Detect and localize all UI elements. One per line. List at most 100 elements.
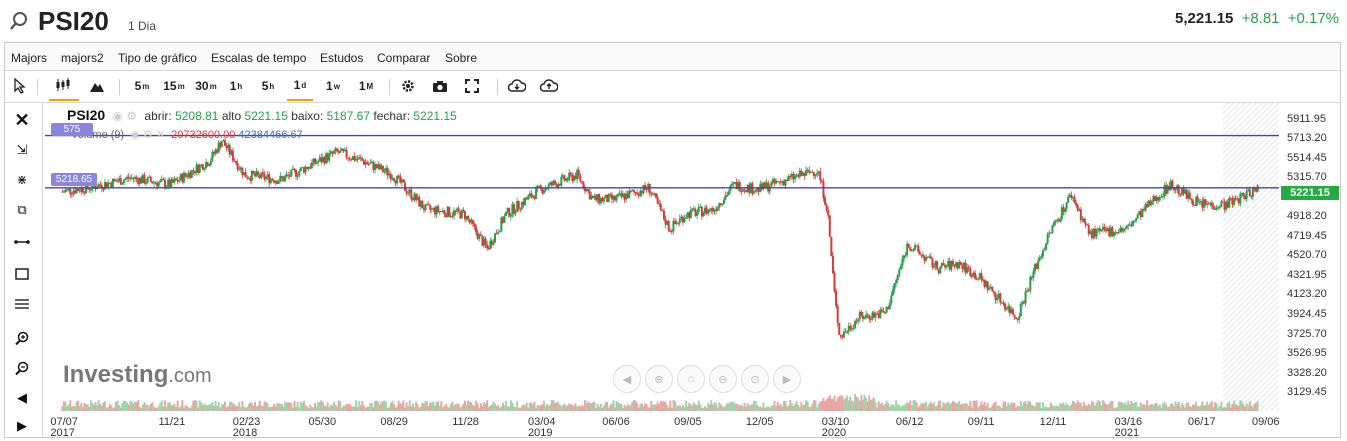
zoom-out-icon[interactable] — [9, 357, 35, 379]
candle-body — [942, 263, 945, 266]
volume-bar — [110, 405, 113, 411]
candle-body — [130, 177, 133, 179]
candle-body — [962, 262, 965, 270]
candle-body — [623, 193, 626, 200]
nav-zoom-fit-icon[interactable]: ⊙ — [741, 365, 769, 393]
line-tool-icon[interactable] — [9, 231, 35, 253]
volume-bar — [1253, 403, 1256, 411]
candle-body — [77, 188, 80, 191]
volume-bar — [301, 403, 304, 411]
volume-bar — [391, 400, 394, 411]
volume-bar — [729, 401, 732, 411]
candle-body — [404, 182, 407, 191]
mountain-icon[interactable] — [85, 71, 109, 101]
nav-reset-icon[interactable]: ⌂ — [677, 365, 705, 393]
eye-icon[interactable]: ◉ ⚙ — [112, 109, 138, 123]
candle-body — [844, 331, 847, 333]
rectangle-tool-icon[interactable] — [9, 263, 35, 285]
cloud-download-icon[interactable] — [505, 71, 529, 101]
candle-body — [906, 243, 909, 256]
candle-body — [353, 156, 356, 161]
menu-item-compare[interactable]: Comparar — [377, 51, 431, 65]
volume-bar — [686, 406, 689, 411]
interval-15m[interactable]: 15 m — [163, 79, 185, 93]
candlestick-icon[interactable] — [49, 71, 79, 101]
candle-body — [184, 172, 187, 176]
zoom-in-icon[interactable] — [9, 327, 35, 349]
candlestick-chart[interactable] — [45, 103, 1279, 411]
candle-body — [268, 174, 271, 184]
candle-body — [530, 193, 533, 198]
volume-bar — [261, 406, 264, 411]
candle-body — [569, 172, 572, 175]
fullscreen-icon[interactable] — [461, 71, 483, 101]
nav-right-icon[interactable]: ▶ — [773, 365, 801, 393]
cursor-icon[interactable] — [9, 71, 31, 101]
candle-body — [546, 188, 549, 190]
candle-body — [956, 262, 959, 269]
volume-bar — [606, 401, 609, 411]
cloud-upload-icon[interactable] — [537, 71, 561, 101]
candle-body — [400, 179, 403, 183]
nav-left-icon[interactable]: ◀ — [613, 365, 641, 393]
copy-icon[interactable]: ⧉ — [17, 202, 27, 217]
interval-30m[interactable]: 30 m — [195, 79, 217, 93]
volume-bar — [418, 407, 421, 411]
period-label: 1 Dia — [128, 19, 157, 33]
volume-bar — [356, 407, 359, 411]
candle-body — [355, 158, 358, 161]
candle-body — [702, 212, 705, 217]
candle-body — [786, 179, 789, 181]
menu-item-chart-type[interactable]: Tipo de gráfico — [118, 51, 197, 65]
candle-body — [696, 212, 699, 216]
volume-bar — [244, 407, 247, 411]
menu-item-studies[interactable]: Estudos — [320, 51, 364, 65]
candle-body — [490, 240, 493, 245]
close-icon[interactable]: ✕ — [14, 109, 30, 130]
upper-line-badge[interactable]: 575 — [51, 123, 93, 136]
volume-bar — [89, 400, 92, 411]
candle-body — [727, 191, 730, 196]
menu-item-majors2[interactable]: majors2 — [61, 51, 104, 65]
volume-bar — [1048, 407, 1051, 411]
cursor-delete-icon[interactable]: ⇲ — [16, 142, 28, 157]
fib-tool-icon[interactable] — [9, 293, 35, 315]
cross-tool-icon[interactable]: ⋇ — [16, 172, 28, 187]
volume-bar — [317, 401, 320, 411]
menu-item-majors[interactable]: Majors — [11, 51, 48, 65]
menu-item-about[interactable]: Sobre — [445, 51, 478, 65]
volume-eye-icon[interactable]: ◉ ⚙ ✕ — [130, 129, 166, 141]
candle-body — [388, 173, 391, 176]
candle-body — [762, 182, 765, 190]
volume-bar — [246, 407, 249, 411]
candle-body — [710, 207, 713, 212]
candle-body — [331, 151, 334, 154]
candle-body — [547, 184, 550, 189]
volume-bar — [187, 407, 190, 411]
candle-body — [337, 150, 340, 153]
volume-bar — [999, 406, 1002, 411]
candle-body — [726, 195, 729, 197]
scroll-left-icon[interactable]: ◀ — [17, 390, 27, 405]
menu-item-time-scales[interactable]: Escalas de tempo — [211, 51, 307, 65]
volume-bar — [734, 403, 737, 411]
nav-zoom-in-icon[interactable]: ⊕ — [645, 365, 673, 393]
nav-zoom-out-icon[interactable]: ⊖ — [709, 365, 737, 393]
volume-bar — [792, 406, 795, 411]
search-icon[interactable] — [8, 10, 30, 32]
gear-icon[interactable] — [397, 71, 419, 101]
lower-line-badge[interactable]: 5218.65 — [51, 173, 97, 186]
scroll-right-icon[interactable]: ▶ — [17, 418, 27, 433]
candle-body — [969, 268, 972, 277]
volume-bar — [596, 403, 599, 411]
camera-icon[interactable] — [429, 71, 451, 101]
volume-bar — [247, 404, 250, 411]
candle-body — [246, 177, 249, 179]
candle-body — [108, 182, 111, 184]
